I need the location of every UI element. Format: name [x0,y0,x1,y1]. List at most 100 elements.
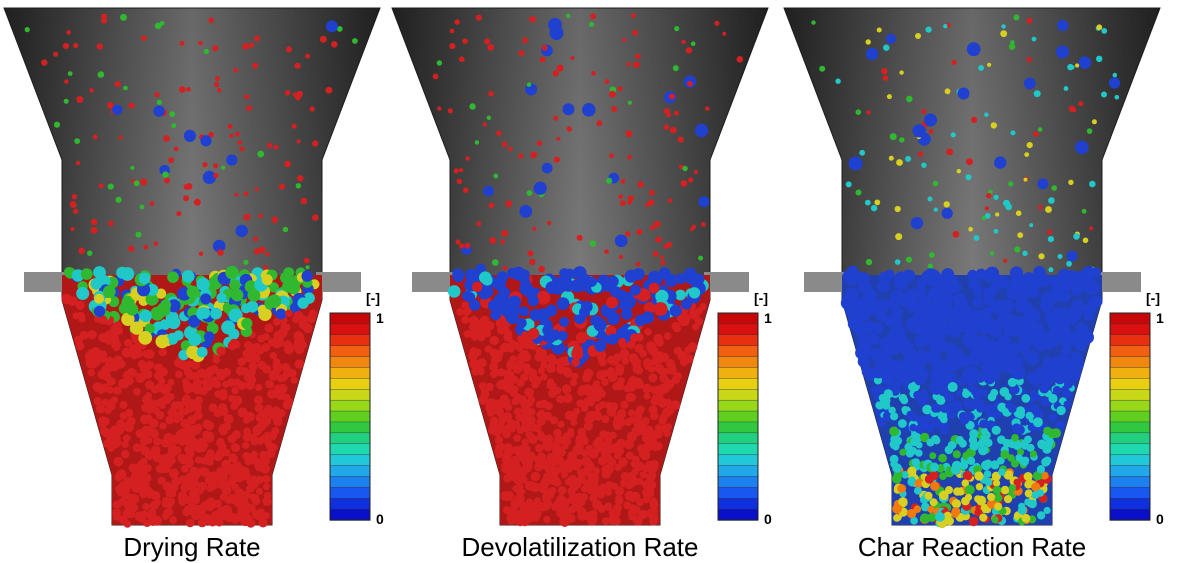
particle [486,409,495,417]
particle [541,162,553,174]
particle [273,417,283,427]
particle [199,515,209,526]
particle [152,406,160,415]
particle [908,382,917,392]
particle [941,207,953,219]
particle [687,342,698,352]
particle [898,393,908,403]
colorbar-band [329,345,371,358]
particle [845,181,852,188]
particle [121,440,129,448]
particle [272,362,281,370]
particle [1013,356,1024,367]
colorbar-band [329,443,371,456]
particle [582,372,592,383]
particle [196,368,207,379]
particle [234,397,243,406]
particle [968,278,980,290]
particle [538,265,545,273]
particle [939,284,953,298]
particle [921,162,927,168]
particle [153,105,165,117]
particle [677,351,688,361]
particle [519,269,530,280]
particle [505,506,515,517]
particle [273,384,283,393]
particle [607,311,620,325]
particle [297,175,304,182]
particle [1045,206,1052,213]
particle [628,409,635,417]
particle [76,96,84,103]
particle [67,71,73,76]
particle [865,47,879,61]
ledge [24,272,69,292]
particle [630,460,638,468]
particle [943,201,950,208]
particle [205,452,215,463]
particle [1042,365,1053,376]
particle [305,53,311,59]
particle [981,460,991,471]
particle [169,516,178,524]
particle [608,515,619,526]
particle [965,174,972,181]
particle [957,378,966,387]
particle [979,513,988,522]
particle [1083,280,1098,295]
particle [986,499,997,509]
particle [80,268,93,280]
particle [898,419,907,428]
particle [518,153,524,159]
particle [1056,405,1066,416]
particle [476,221,482,227]
particle [505,200,513,208]
particle [183,184,190,190]
particle [845,305,858,318]
particle [469,299,481,311]
particle [865,258,873,266]
particle [526,190,533,196]
particle [97,386,106,395]
particle [586,276,597,288]
particle [623,439,634,450]
particle [520,404,531,415]
particle [601,517,610,526]
particle [513,364,521,373]
particle [633,61,640,68]
particle [227,434,237,444]
caption: Char Reaction Rate [858,532,1086,562]
particle [932,418,941,428]
particle [939,472,947,481]
particle [923,308,935,320]
particle [857,339,871,353]
particle [521,331,529,339]
particle [1059,279,1072,292]
ledge [412,272,457,292]
particle [607,333,619,345]
particle [228,475,238,485]
particle [855,189,862,196]
particle [530,471,541,482]
particle [489,237,497,244]
particle [120,13,127,21]
particle [93,397,102,406]
particle [232,461,242,471]
particle [957,87,970,100]
particle [1025,350,1040,365]
particle [627,393,636,402]
particle [452,270,465,283]
particle [997,402,1007,413]
particle [1046,229,1052,235]
particle [447,108,453,114]
colorbar-band [717,508,759,521]
particle [188,315,201,328]
particle [538,367,545,374]
particle [286,280,301,295]
particle [296,139,301,144]
particle [599,444,610,455]
particle [973,337,986,350]
particle [985,266,1000,281]
particle [922,404,932,415]
particle [549,416,559,425]
